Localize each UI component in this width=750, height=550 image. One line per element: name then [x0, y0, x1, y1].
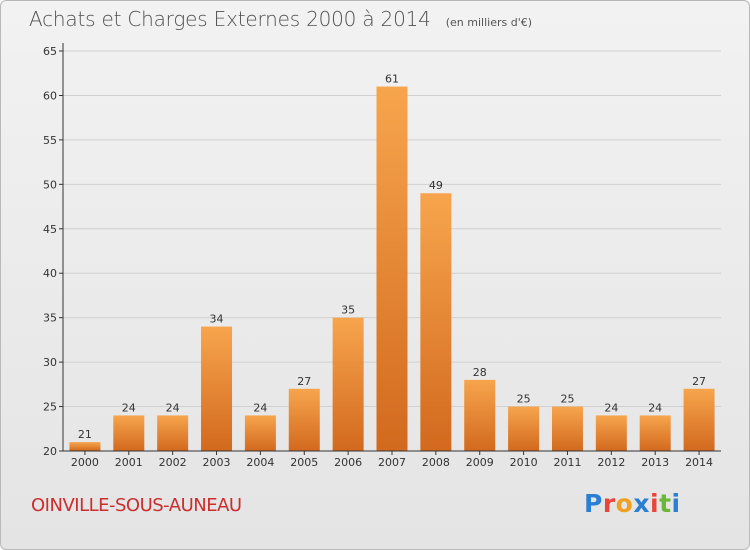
data-label: 24 — [604, 401, 618, 414]
x-tick-label: 2010 — [510, 456, 538, 469]
x-tick-label: 2000 — [71, 456, 99, 469]
bar-2005 — [288, 388, 320, 451]
y-tick-label: 50 — [43, 178, 57, 191]
logo-letter: i — [650, 489, 660, 518]
data-label: 25 — [517, 393, 531, 406]
bar-2010 — [508, 406, 540, 451]
bar-2009 — [464, 379, 496, 451]
x-tick-label: 2009 — [466, 456, 494, 469]
commune-name: OINVILLE-SOUS-AUNEAU — [31, 495, 242, 516]
x-tick-label: 2011 — [553, 456, 581, 469]
x-tick-label: 2014 — [685, 456, 713, 469]
data-label: 61 — [385, 73, 399, 86]
x-tick-label: 2012 — [597, 456, 625, 469]
x-axis-ticks: 2000 2001 2002 2003 2004 2005 2006 2007 2008 2009… — [71, 451, 713, 469]
y-tick-label: 60 — [43, 89, 57, 102]
y-tick-label: 30 — [43, 356, 57, 369]
logo-letter: o — [615, 489, 634, 518]
x-tick-label: 2013 — [641, 456, 669, 469]
data-label: 28 — [473, 366, 487, 379]
y-tick-label: 65 — [43, 45, 57, 58]
logo-letter: x — [633, 489, 650, 518]
y-tick-label: 45 — [43, 223, 57, 236]
y-tick-label: 40 — [43, 267, 57, 280]
bar-2014 — [683, 388, 715, 451]
data-label: 27 — [692, 375, 706, 388]
bar-2003 — [201, 326, 233, 451]
bar-2001 — [113, 415, 145, 451]
x-tick-label: 2001 — [115, 456, 143, 469]
x-tick-label: 2002 — [159, 456, 187, 469]
x-tick-label: 2004 — [246, 456, 274, 469]
x-tick-label: 2003 — [203, 456, 231, 469]
title-row: Achats et Charges Externes 2000 à 2014 (… — [29, 7, 532, 31]
data-label: 24 — [648, 401, 662, 414]
y-tick-label: 55 — [43, 134, 57, 147]
bar-2000 — [69, 442, 101, 451]
data-label: 34 — [210, 313, 224, 326]
proxiti-logo[interactable]: Proxiti — [584, 489, 681, 518]
logo-letter: i — [671, 489, 681, 518]
data-label: 35 — [341, 304, 355, 317]
bar-2007 — [376, 86, 408, 452]
y-axis-ticks: 20 25 30 35 40 45 50 55 60 65 — [43, 45, 63, 458]
bars — [69, 86, 715, 452]
x-tick-label: 2008 — [422, 456, 450, 469]
axes — [62, 43, 721, 452]
x-tick-label: 2006 — [334, 456, 362, 469]
x-tick-label: 2005 — [290, 456, 318, 469]
y-tick-label: 35 — [43, 312, 57, 325]
logo-letter: P — [584, 489, 603, 518]
x-tick-label: 2007 — [378, 456, 406, 469]
chart-subtitle: (en milliers d'€) — [445, 16, 533, 29]
bar-2013 — [639, 415, 671, 451]
bar-2011 — [551, 406, 583, 451]
chart-title: Achats et Charges Externes 2000 à 2014 — [29, 7, 431, 31]
logo-letter: t — [659, 489, 672, 518]
data-label: 49 — [429, 179, 443, 192]
data-label: 27 — [297, 375, 311, 388]
data-label: 24 — [166, 401, 180, 414]
data-label: 24 — [122, 401, 136, 414]
bar-2004 — [244, 415, 276, 451]
bar-2006 — [332, 317, 364, 451]
bar-2012 — [595, 415, 627, 451]
data-label: 21 — [78, 428, 92, 441]
y-tick-label: 25 — [43, 401, 57, 414]
data-label: 25 — [560, 393, 574, 406]
data-labels: 21 24 24 34 24 27 35 61 49 28 25 25 24 24 27 — [78, 73, 706, 442]
y-tick-label: 20 — [43, 445, 57, 458]
logo-letter: r — [602, 489, 616, 518]
bar-2008 — [420, 193, 452, 451]
data-label: 24 — [253, 401, 267, 414]
bar-2002 — [157, 415, 189, 451]
